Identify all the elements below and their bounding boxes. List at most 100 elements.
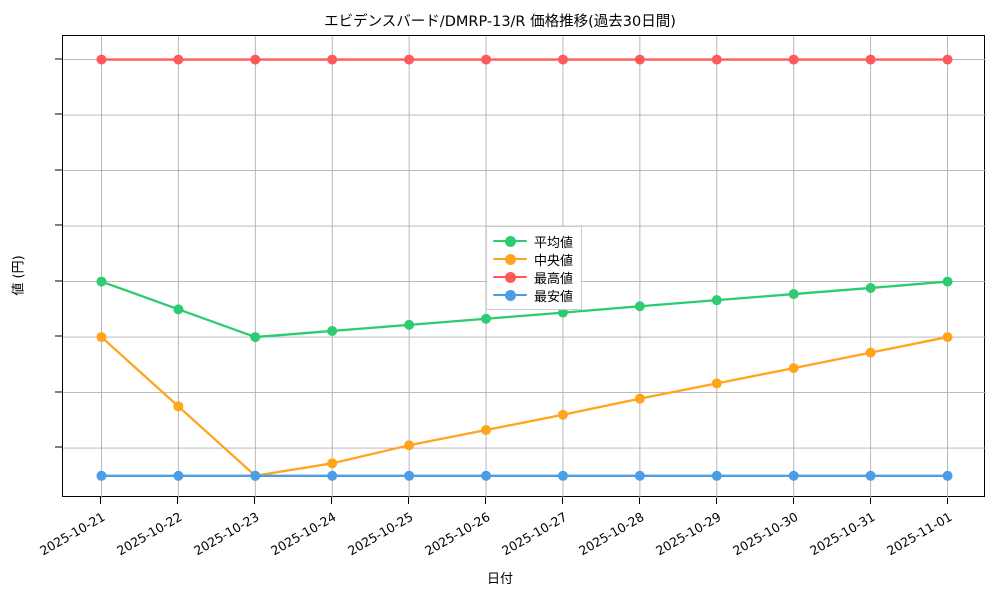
- series-3: [96, 54, 953, 65]
- x-tick-mark: [331, 497, 333, 504]
- x-tick-label: 2025-10-31: [806, 509, 878, 559]
- data-point: [327, 458, 338, 469]
- data-point: [557, 54, 568, 65]
- data-point: [481, 54, 492, 65]
- data-point: [404, 470, 415, 481]
- data-point: [557, 307, 568, 318]
- series-4: [96, 470, 953, 481]
- data-point: [173, 401, 184, 412]
- legend-label: 最高値: [534, 271, 574, 287]
- legend-marker-icon: [493, 252, 527, 266]
- data-point: [634, 393, 645, 404]
- data-point: [634, 54, 645, 65]
- legend-marker-icon: [493, 234, 527, 248]
- x-tick-label: 2025-10-29: [652, 509, 724, 559]
- x-tick-mark: [792, 497, 794, 504]
- data-point: [404, 54, 415, 65]
- data-point: [865, 470, 876, 481]
- x-tick-label: 2025-10-28: [575, 509, 647, 559]
- x-tick-mark: [254, 497, 256, 504]
- chart-title: エビデンスバード/DMRP-13/R 価格推移(過去30日間): [324, 14, 676, 30]
- x-tick-label: 2025-10-26: [422, 509, 493, 559]
- y-tick-mark: [55, 391, 62, 393]
- x-tick-mark: [561, 497, 563, 504]
- x-tick-label: 2025-10-23: [191, 509, 262, 559]
- data-point: [634, 301, 645, 312]
- data-point: [404, 319, 415, 330]
- x-tick-label: 2025-11-01: [883, 509, 955, 559]
- data-point: [788, 54, 799, 65]
- legend-marker-icon: [493, 270, 527, 284]
- x-tick-label: 2025-10-30: [729, 509, 801, 559]
- data-point: [96, 332, 107, 343]
- plot-area: [62, 35, 986, 498]
- x-tick-mark: [100, 497, 102, 504]
- data-point: [557, 470, 568, 481]
- data-point: [711, 470, 722, 481]
- x-tick-mark: [408, 497, 410, 504]
- x-tick-label: 2025-10-24: [268, 509, 339, 559]
- data-point: [481, 470, 492, 481]
- data-point: [481, 313, 492, 324]
- data-point: [481, 425, 492, 436]
- data-point: [250, 332, 261, 343]
- x-tick-mark: [869, 497, 871, 504]
- y-tick-mark: [55, 113, 62, 115]
- legend-item[interactable]: 平均値: [493, 232, 574, 251]
- y-tick-mark: [55, 335, 62, 337]
- data-point: [327, 470, 338, 481]
- chart-legend: 平均値中央値最高値最安値: [486, 226, 583, 310]
- data-point: [250, 54, 261, 65]
- data-point: [788, 363, 799, 374]
- data-point: [557, 409, 568, 420]
- x-tick-label: 2025-10-25: [345, 509, 416, 559]
- data-point: [96, 470, 107, 481]
- data-point: [173, 304, 184, 315]
- y-axis-label: 値 (円): [11, 255, 27, 296]
- data-point: [942, 276, 953, 287]
- data-point: [404, 440, 415, 451]
- legend-label: 最安値: [534, 289, 574, 305]
- x-tick-label: 2025-10-27: [499, 509, 570, 559]
- data-point: [711, 378, 722, 389]
- series-1: [96, 276, 953, 343]
- x-tick-mark: [485, 497, 487, 504]
- data-point: [96, 276, 107, 287]
- series-2: [96, 332, 953, 481]
- data-point: [173, 470, 184, 481]
- legend-item[interactable]: 最安値: [493, 286, 574, 305]
- x-tick-mark: [715, 497, 717, 504]
- data-point: [173, 54, 184, 65]
- x-tick-mark: [946, 497, 948, 504]
- data-point: [942, 470, 953, 481]
- x-tick-mark: [638, 497, 640, 504]
- y-tick-mark: [55, 224, 62, 226]
- data-point: [711, 54, 722, 65]
- legend-marker-icon: [493, 288, 527, 302]
- y-tick-mark: [55, 169, 62, 171]
- legend-item[interactable]: 最高値: [493, 268, 574, 287]
- data-point: [711, 295, 722, 306]
- x-tick-mark: [177, 497, 179, 504]
- x-tick-label: 2025-10-22: [114, 509, 185, 559]
- data-point: [788, 470, 799, 481]
- legend-item[interactable]: 中央値: [493, 250, 574, 269]
- y-tick-mark: [55, 280, 62, 282]
- data-point: [96, 54, 107, 65]
- x-axis-label: 日付: [486, 572, 513, 587]
- data-point: [865, 347, 876, 358]
- legend-label: 中央値: [534, 253, 574, 269]
- legend-label: 平均値: [534, 235, 574, 251]
- data-point: [788, 289, 799, 300]
- data-point: [942, 332, 953, 343]
- data-point: [250, 470, 261, 481]
- data-point: [634, 470, 645, 481]
- x-tick-label: 2025-10-21: [37, 509, 108, 559]
- y-tick-mark: [55, 446, 62, 448]
- data-point: [327, 325, 338, 336]
- data-point: [865, 282, 876, 293]
- y-tick-mark: [55, 58, 62, 60]
- data-point: [327, 54, 338, 65]
- data-point: [865, 54, 876, 65]
